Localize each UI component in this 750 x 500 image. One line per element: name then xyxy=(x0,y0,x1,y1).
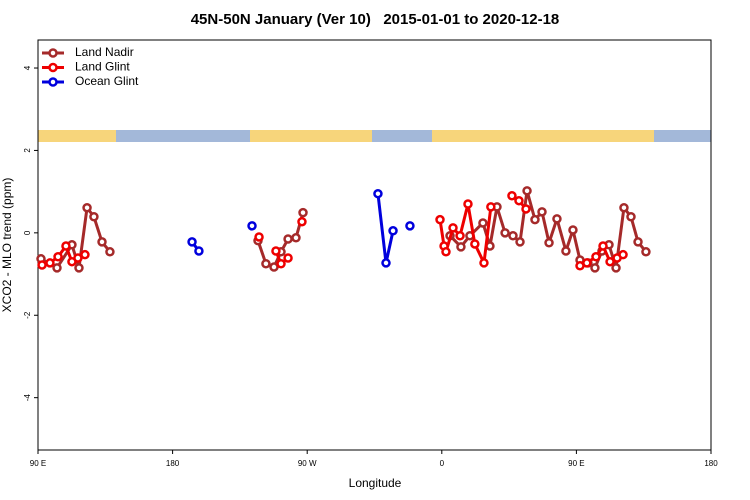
y-tick-label: -2 xyxy=(23,311,32,319)
plot-frame xyxy=(37,39,712,451)
legend-marker xyxy=(48,77,58,87)
point xyxy=(463,199,473,209)
point xyxy=(605,256,615,267)
point xyxy=(89,212,99,222)
point xyxy=(97,237,107,247)
point xyxy=(590,263,600,273)
point xyxy=(74,263,84,273)
x-axis-label: Longitude xyxy=(349,476,402,490)
legend-label: Land Glint xyxy=(75,60,130,74)
point xyxy=(298,207,308,218)
point xyxy=(82,202,92,213)
map-strip xyxy=(38,130,711,142)
point xyxy=(537,207,547,217)
point xyxy=(388,226,398,236)
point xyxy=(618,249,628,260)
point xyxy=(37,260,47,270)
legend-label: Ocean Glint xyxy=(75,74,139,88)
point xyxy=(568,225,578,235)
series-line xyxy=(192,194,410,263)
point xyxy=(611,263,621,273)
point xyxy=(507,191,517,201)
point xyxy=(470,239,480,249)
point xyxy=(194,246,204,256)
point xyxy=(283,253,293,263)
legend-marker xyxy=(48,62,58,73)
series-line xyxy=(41,194,624,268)
x-tick-label: 0 xyxy=(440,459,445,468)
y-tick-label: 0 xyxy=(23,230,32,235)
legend-marker xyxy=(48,48,58,58)
point xyxy=(508,230,518,241)
point xyxy=(283,234,293,244)
y-axis-label: XCO2 - MLO trend (ppm) xyxy=(0,178,14,313)
point xyxy=(381,258,391,268)
point xyxy=(641,247,651,257)
point xyxy=(544,237,554,248)
point xyxy=(247,221,257,231)
point xyxy=(626,212,636,222)
x-tick-label: 180 xyxy=(704,459,718,468)
point xyxy=(435,214,445,225)
point xyxy=(53,251,63,262)
point xyxy=(479,258,489,268)
point xyxy=(530,214,540,225)
point xyxy=(561,246,571,256)
point xyxy=(455,230,465,241)
point xyxy=(105,247,115,257)
point xyxy=(73,253,83,263)
point xyxy=(515,237,525,247)
point xyxy=(552,214,562,224)
point xyxy=(486,202,496,212)
point xyxy=(187,237,197,247)
point xyxy=(441,247,451,257)
point xyxy=(633,237,643,247)
point xyxy=(261,258,271,269)
x-tick-label: 90 E xyxy=(30,459,46,468)
point xyxy=(52,263,62,273)
point xyxy=(45,258,55,268)
x-tick-label: 90 W xyxy=(298,459,317,468)
x-tick-label: 90 E xyxy=(568,459,584,468)
point xyxy=(297,216,307,227)
point xyxy=(456,242,466,252)
point xyxy=(269,262,279,272)
y-tick-label: 2 xyxy=(23,148,32,153)
point xyxy=(80,249,90,260)
point xyxy=(254,232,264,242)
point xyxy=(500,228,510,238)
point xyxy=(598,241,608,251)
point xyxy=(514,195,524,206)
point xyxy=(405,221,415,231)
point xyxy=(373,188,383,199)
point xyxy=(478,218,488,228)
point xyxy=(619,202,629,213)
point xyxy=(448,223,458,233)
y-tick-label: -4 xyxy=(23,394,32,402)
chart-title: 45N-50N January (Ver 10) 2015-01-01 to 2… xyxy=(191,11,560,28)
point xyxy=(582,258,592,268)
point xyxy=(591,251,601,262)
legend-label: Land Nadir xyxy=(75,45,134,59)
point xyxy=(521,204,531,214)
point xyxy=(61,241,71,251)
point xyxy=(291,233,301,243)
point xyxy=(522,186,532,196)
point xyxy=(276,258,286,269)
series-line xyxy=(40,189,648,270)
y-tick-label: 4 xyxy=(23,65,32,70)
point xyxy=(271,246,281,256)
x-tick-label: 180 xyxy=(166,459,180,468)
